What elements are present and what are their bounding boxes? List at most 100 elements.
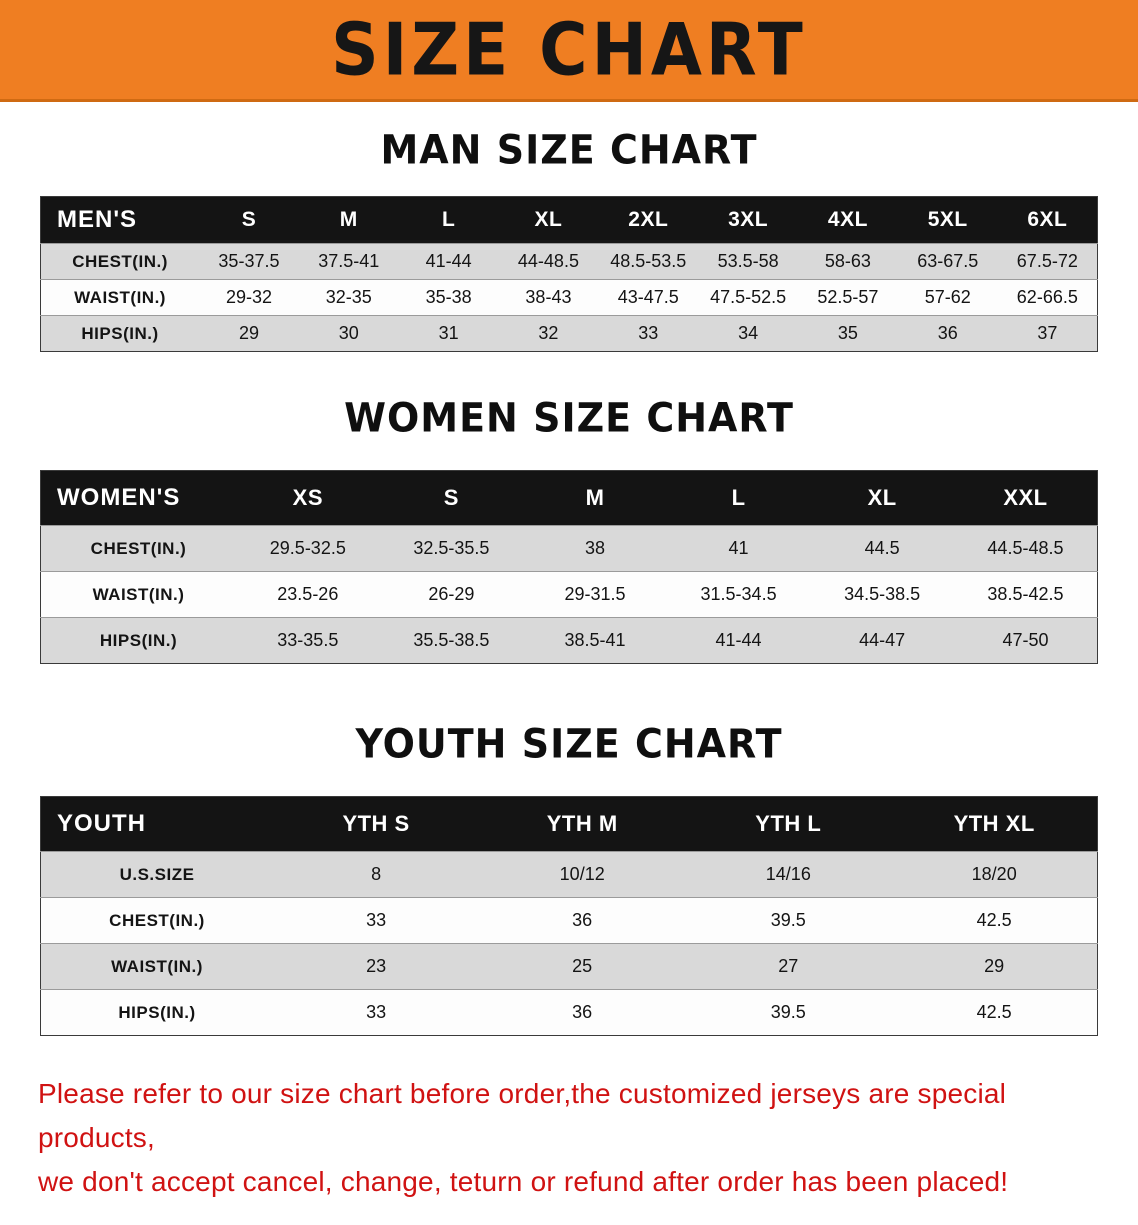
men-size-table: MEN'S S M L XL 2XL 3XL 4XL 5XL 6XL CHEST(IN.) 35-37…: [40, 196, 1098, 352]
value-cell: 44-47: [810, 617, 954, 664]
value-cell: 38.5-42.5: [953, 571, 1098, 618]
value-cell: 57-62: [897, 279, 998, 316]
size-column-header: YTH L: [685, 796, 892, 852]
size-column-header: 3XL: [698, 196, 799, 244]
value-cell: 34: [698, 315, 799, 352]
value-cell: 29.5-32.5: [236, 525, 380, 572]
value-cell: 31.5-34.5: [666, 571, 811, 618]
row-label-cell: CHEST(IN.): [40, 525, 237, 572]
value-cell: 62-66.5: [997, 279, 1098, 316]
value-cell: 35: [798, 315, 898, 352]
size-column-header: YTH XL: [891, 796, 1098, 852]
value-cell: 32-35: [298, 279, 399, 316]
banner: SIZE CHART: [0, 0, 1138, 102]
row-label-cell: U.S.SIZE: [40, 851, 274, 898]
table-header-row: WOMEN'S XS S M L XL XXL: [40, 470, 1098, 526]
value-cell: 23.5-26: [236, 571, 380, 618]
size-column-header: M: [523, 470, 667, 526]
value-cell: 39.5: [685, 989, 892, 1036]
value-cell: 41-44: [398, 243, 499, 280]
size-column-header: YTH S: [273, 796, 480, 852]
size-column-header: XL: [498, 196, 599, 244]
value-cell: 37: [997, 315, 1098, 352]
size-column-header: 2XL: [598, 196, 699, 244]
youth-section: YOUTH SIZE CHART YOUTH YTH S YTH M YTH L YTH…: [0, 720, 1138, 1036]
value-cell: 33-35.5: [236, 617, 380, 664]
page-title: SIZE CHART: [331, 7, 807, 92]
row-label-cell: CHEST(IN.): [40, 897, 274, 944]
table-row: WAIST(IN.) 23 25 27 29: [40, 943, 1098, 990]
value-cell: 32.5-35.5: [379, 525, 524, 572]
value-cell: 8: [273, 851, 480, 898]
value-cell: 31: [398, 315, 499, 352]
value-cell: 67.5-72: [997, 243, 1098, 280]
value-cell: 26-29: [379, 571, 524, 618]
value-cell: 63-67.5: [897, 243, 998, 280]
table-title-cell: MEN'S: [40, 196, 200, 244]
value-cell: 14/16: [685, 851, 892, 898]
value-cell: 35-37.5: [199, 243, 299, 280]
value-cell: 32: [498, 315, 599, 352]
value-cell: 41-44: [666, 617, 811, 664]
value-cell: 47.5-52.5: [698, 279, 799, 316]
value-cell: 27: [685, 943, 892, 990]
size-column-header: L: [666, 470, 811, 526]
table-row: U.S.SIZE 8 10/12 14/16 18/20: [40, 851, 1098, 898]
row-label-cell: HIPS(IN.): [40, 617, 237, 664]
value-cell: 48.5-53.5: [598, 243, 699, 280]
value-cell: 38.5-41: [523, 617, 667, 664]
table-row: HIPS(IN.) 29 30 31 32 33 34 35 36 37: [40, 315, 1098, 352]
table-row: WAIST(IN.) 29-32 32-35 35-38 38-43 43-47.5 47.…: [40, 279, 1098, 316]
youth-size-table: YOUTH YTH S YTH M YTH L YTH XL U.S.SIZE 8 10/12…: [40, 796, 1098, 1036]
value-cell: 29-32: [199, 279, 299, 316]
value-cell: 58-63: [798, 243, 898, 280]
disclaimer: Please refer to our size chart before or…: [38, 1072, 1100, 1205]
size-column-header: XXL: [953, 470, 1098, 526]
table-row: CHEST(IN.) 33 36 39.5 42.5: [40, 897, 1098, 944]
value-cell: 36: [479, 897, 686, 944]
table-title-cell: YOUTH: [40, 796, 274, 852]
size-column-header: 6XL: [997, 196, 1098, 244]
table-row: HIPS(IN.) 33 36 39.5 42.5: [40, 989, 1098, 1036]
value-cell: 29: [199, 315, 299, 352]
table-row: CHEST(IN.) 29.5-32.5 32.5-35.5 38 41 44.5 44.5…: [40, 525, 1098, 572]
value-cell: 53.5-58: [698, 243, 799, 280]
size-column-header: 4XL: [798, 196, 898, 244]
value-cell: 35-38: [398, 279, 499, 316]
men-section: MAN SIZE CHART MEN'S S M L XL 2XL 3XL 4XL 5XL 6XL…: [0, 126, 1138, 352]
value-cell: 41: [666, 525, 811, 572]
youth-section-heading: YOUTH SIZE CHART: [355, 720, 783, 768]
value-cell: 42.5: [891, 897, 1098, 944]
value-cell: 10/12: [479, 851, 686, 898]
table-header-row: YOUTH YTH S YTH M YTH L YTH XL: [40, 796, 1098, 852]
row-label-cell: WAIST(IN.): [40, 943, 274, 990]
table-title-cell: WOMEN'S: [40, 470, 237, 526]
value-cell: 44-48.5: [498, 243, 599, 280]
value-cell: 44.5-48.5: [953, 525, 1098, 572]
value-cell: 38-43: [498, 279, 599, 316]
value-cell: 33: [273, 897, 480, 944]
value-cell: 29: [891, 943, 1098, 990]
women-section: WOMEN SIZE CHART WOMEN'S XS S M L XL XXL CHEST(…: [0, 394, 1138, 664]
table-row: CHEST(IN.) 35-37.5 37.5-41 41-44 44-48.5 48.5…: [40, 243, 1098, 280]
women-section-heading: WOMEN SIZE CHART: [344, 394, 794, 442]
row-label-cell: CHEST(IN.): [40, 243, 200, 280]
value-cell: 25: [479, 943, 686, 990]
value-cell: 30: [298, 315, 399, 352]
row-label-cell: WAIST(IN.): [40, 571, 237, 618]
value-cell: 37.5-41: [298, 243, 399, 280]
value-cell: 36: [479, 989, 686, 1036]
men-section-heading: MAN SIZE CHART: [380, 126, 758, 174]
value-cell: 34.5-38.5: [810, 571, 954, 618]
table-row: HIPS(IN.) 33-35.5 35.5-38.5 38.5-41 41-44 44-…: [40, 617, 1098, 664]
women-size-table: WOMEN'S XS S M L XL XXL CHEST(IN.) 29.5-32.5 32.5…: [40, 470, 1098, 664]
size-column-header: L: [398, 196, 499, 244]
row-label-cell: HIPS(IN.): [40, 989, 274, 1036]
disclaimer-line-1: Please refer to our size chart before or…: [38, 1078, 1007, 1154]
value-cell: 42.5: [891, 989, 1098, 1036]
value-cell: 33: [273, 989, 480, 1036]
table-row: WAIST(IN.) 23.5-26 26-29 29-31.5 31.5-34.5 34…: [40, 571, 1098, 618]
value-cell: 43-47.5: [598, 279, 699, 316]
value-cell: 23: [273, 943, 480, 990]
